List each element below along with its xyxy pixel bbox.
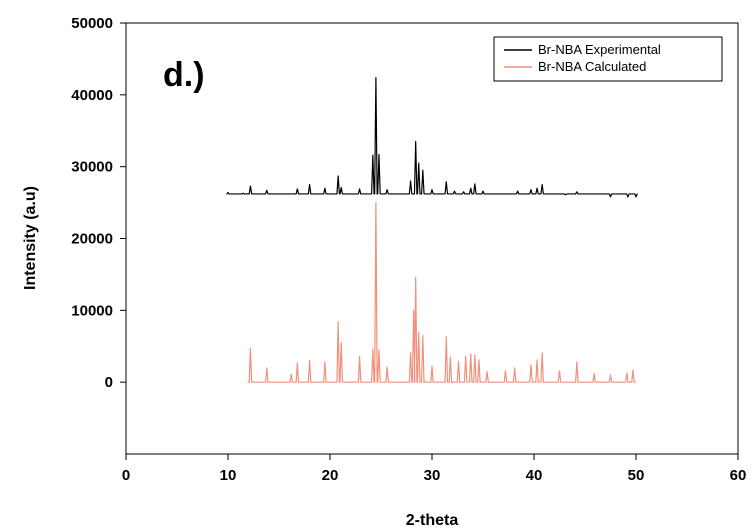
x-axis-title: 2-theta bbox=[406, 512, 459, 529]
legend-box bbox=[493, 36, 723, 82]
series-layer bbox=[226, 76, 638, 383]
y-axis: 0 10000 20000 30000 40000 50000 bbox=[71, 15, 126, 391]
legend-label-experimental: Br-NBA Experimental bbox=[538, 42, 661, 57]
legend: Br-NBA Experimental Br-NBA Calculated bbox=[493, 36, 723, 82]
y-tick-label-0: 0 bbox=[105, 374, 113, 391]
x-tick-label-30: 30 bbox=[424, 467, 441, 484]
x-axis: 0 10 20 30 40 50 60 bbox=[122, 454, 747, 484]
series-line-calculated bbox=[247, 201, 636, 383]
x-tick-label-20: 20 bbox=[322, 467, 339, 484]
x-tick-label-50: 50 bbox=[628, 467, 645, 484]
legend-label-calculated: Br-NBA Calculated bbox=[538, 59, 646, 74]
panel-label: d.) bbox=[163, 56, 205, 94]
y-tick-label-40000: 40000 bbox=[71, 87, 113, 104]
y-tick-label-30000: 30000 bbox=[71, 159, 113, 176]
x-tick-label-0: 0 bbox=[122, 467, 130, 484]
series-line-experimental bbox=[226, 76, 638, 198]
x-tick-label-10: 10 bbox=[220, 467, 237, 484]
y-tick-label-10000: 10000 bbox=[71, 302, 113, 319]
x-tick-label-40: 40 bbox=[526, 467, 543, 484]
plot-frame bbox=[125, 22, 739, 455]
y-tick-label-50000: 50000 bbox=[71, 15, 113, 32]
x-tick-label-60: 60 bbox=[730, 467, 747, 484]
y-axis-title: Intensity (a.u) bbox=[22, 186, 39, 290]
y-tick-label-20000: 20000 bbox=[71, 231, 113, 248]
